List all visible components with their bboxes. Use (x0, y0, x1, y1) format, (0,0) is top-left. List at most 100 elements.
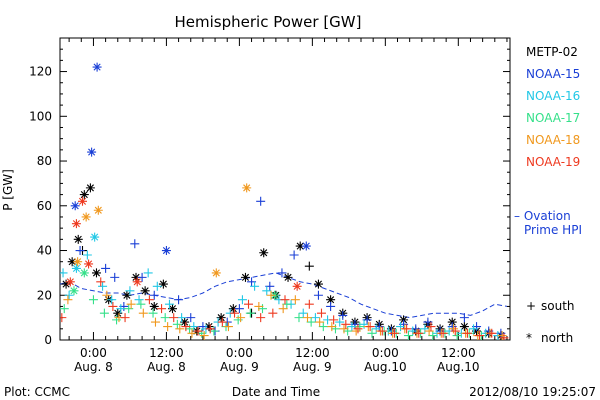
metp-02-north-point (326, 295, 336, 305)
x-tick-date-3: Aug. 9 (293, 360, 332, 374)
plot-frame (59, 37, 511, 341)
x-tick-label-5: 12:00 (441, 346, 476, 360)
noaa-19-south-point (169, 313, 179, 323)
noaa-16-south-point (143, 268, 153, 278)
noaa-15-south-point (130, 239, 140, 249)
noaa-19-south-point (365, 322, 375, 332)
noaa-19-south-point (377, 326, 387, 336)
noaa-18-south-point (175, 324, 185, 334)
noaa-17-south-point (306, 317, 316, 327)
legend-north-label: north (541, 331, 573, 345)
chart-title: Hemispheric Power [GW] (175, 13, 362, 31)
noaa-18-north-point (211, 268, 221, 278)
noaa-18-north-point (81, 212, 91, 222)
x-tick-label-0: 0:00 (80, 346, 107, 360)
legend: METP-02 NOAA-15 NOAA-16 NOAA-17 NOAA-18 NOAA-… (514, 45, 582, 345)
noaa-19-south-point (329, 315, 339, 325)
noaa-18-south-point (290, 295, 300, 305)
noaa-15-north-point (70, 201, 80, 211)
noaa-18-south-point (278, 304, 288, 314)
legend-north-marker: * (526, 331, 532, 345)
noaa-17-south-point (124, 304, 134, 314)
noaa-19-north-point (65, 277, 75, 287)
noaa-17-south-point (294, 313, 304, 323)
metp-02-north-point (180, 317, 190, 327)
noaa-15-south-point (289, 250, 299, 260)
noaa-19-south-point (438, 328, 448, 338)
noaa-16-south-point (64, 290, 74, 300)
noaa-19-north-point (78, 196, 87, 206)
noaa-16-south-point (359, 319, 369, 329)
noaa-18-south-point (223, 322, 233, 332)
x-tick-date-4: Aug.10 (364, 360, 407, 374)
plot-credit: Plot: CCMC (4, 385, 70, 399)
metp-02-north-point (140, 286, 150, 296)
noaa-16-south-point (116, 304, 126, 314)
noaa-19-south-point (217, 317, 227, 327)
noaa-16-south-point (107, 295, 117, 305)
noaa-19-south-point (193, 326, 203, 336)
legend-south-marker: + (526, 299, 536, 313)
x-tick-date-5: Aug.10 (437, 360, 480, 374)
noaa-16-north-point (71, 263, 81, 273)
ovation-prime-hpi-line (60, 272, 508, 319)
noaa-19-south-point (389, 328, 399, 338)
noaa-16-south-point (98, 281, 108, 291)
legend-south-label: south (541, 299, 575, 313)
metp-02-north-point (283, 272, 293, 282)
noaa-17-south-point (99, 308, 109, 318)
y-tick-label-2: 40 (37, 244, 52, 258)
noaa-18-south-point (266, 290, 276, 300)
noaa-18-south-point (63, 295, 73, 305)
metp-02-south-point (304, 261, 314, 271)
noaa-18-south-point (339, 324, 349, 334)
x-axis-label: Date and Time (232, 385, 320, 399)
x-tick-label-3: 12:00 (295, 346, 330, 360)
legend-entry-noaa-17: NOAA-17 (526, 111, 580, 125)
noaa-16-south-point (237, 295, 247, 305)
noaa-19-south-point (426, 322, 436, 332)
noaa-19-south-point (96, 277, 106, 287)
noaa-15-south-point (101, 263, 111, 273)
noaa-18-south-point (315, 317, 325, 327)
noaa-19-south-point (60, 313, 67, 323)
y-tick-label-0: 0 (44, 333, 52, 347)
noaa-16-south-point (335, 317, 345, 327)
metp-02-north-point (113, 308, 123, 318)
noaa-19-south-point (402, 324, 412, 334)
noaa-18-south-point (424, 326, 434, 336)
noaa-17-south-point (355, 322, 365, 332)
noaa-18-south-point (187, 328, 197, 338)
noaa-18-south-point (126, 299, 136, 309)
noaa-18-south-point (163, 322, 173, 332)
noaa-19-south-point (256, 313, 266, 323)
noaa-17-south-point (343, 326, 353, 336)
noaa-19-north-point (84, 259, 94, 269)
noaa-19-south-point (157, 304, 167, 314)
noaa-18-south-point (327, 322, 337, 332)
noaa-16-south-point (420, 324, 430, 334)
legend-entry-noaa-15: NOAA-15 (526, 67, 580, 81)
metp-02-north-point (67, 257, 77, 267)
noaa-18-north-point (93, 205, 103, 215)
noaa-16-south-point (347, 322, 357, 332)
noaa-17-south-point (452, 331, 462, 340)
noaa-19-south-point (450, 326, 460, 336)
noaa-17-south-point (185, 324, 195, 334)
noaa-17-south-point (209, 326, 219, 336)
noaa-17-south-point (245, 308, 255, 318)
noaa-19-south-point (475, 331, 485, 340)
noaa-17-south-point (136, 299, 146, 309)
x-tick-date-2: Aug. 9 (220, 360, 259, 374)
metp-02-north-point (204, 322, 214, 332)
y-tick-label-1: 20 (37, 288, 52, 302)
x-tick-date-0: Aug. 8 (74, 360, 113, 374)
noaa-16-south-point (396, 322, 406, 332)
noaa-17-south-point (197, 328, 207, 338)
noaa-18-south-point (102, 290, 112, 300)
noaa-18-south-point (199, 331, 209, 340)
noaa-15-north-point (301, 241, 311, 251)
noaa-18-south-point (150, 317, 160, 327)
legend-entry-noaa-16: NOAA-16 (526, 89, 580, 103)
